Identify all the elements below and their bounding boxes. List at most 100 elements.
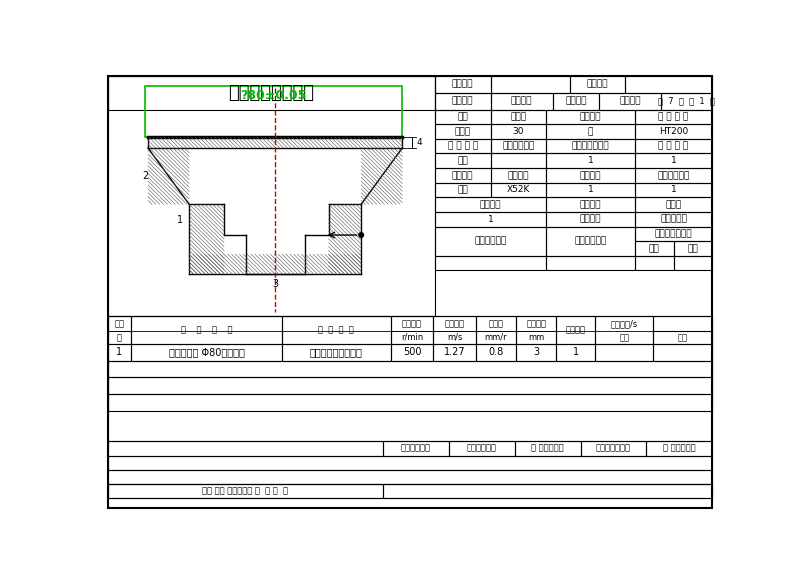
Bar xyxy=(490,109,546,124)
Text: 粗铣、精铣 Φ80底部端面: 粗铣、精铣 Φ80底部端面 xyxy=(169,347,245,357)
Text: 工步工时/s: 工步工时/s xyxy=(610,319,638,328)
Bar xyxy=(634,256,674,270)
Bar xyxy=(108,316,712,441)
Bar xyxy=(383,483,712,497)
Text: 30: 30 xyxy=(513,127,524,136)
Text: 设计（日期）: 设计（日期） xyxy=(401,444,431,453)
Bar xyxy=(626,76,712,93)
Bar xyxy=(108,470,712,483)
Text: 1: 1 xyxy=(588,185,594,195)
Bar xyxy=(516,343,557,361)
Bar xyxy=(634,241,674,256)
Bar xyxy=(490,182,546,197)
Text: 进给量: 进给量 xyxy=(489,319,503,328)
Text: 标准化（日期）: 标准化（日期） xyxy=(596,444,631,453)
Bar xyxy=(108,483,383,497)
Text: 水泵叶轮: 水泵叶轮 xyxy=(619,97,641,105)
Bar xyxy=(145,86,402,137)
Bar xyxy=(516,316,557,343)
Text: 铸件: 铸件 xyxy=(458,156,468,165)
Text: 机动: 机动 xyxy=(619,333,630,342)
Text: 辅助: 辅助 xyxy=(678,333,688,342)
Text: 工序工时（分）: 工序工时（分） xyxy=(654,229,692,239)
Text: 毛 坯 种 类: 毛 坯 种 类 xyxy=(448,142,478,151)
Text: 零件图号: 零件图号 xyxy=(586,79,608,89)
Bar xyxy=(634,168,712,182)
Text: ?80±0.05: ?80±0.05 xyxy=(241,89,306,102)
Bar xyxy=(435,109,490,124)
Text: 工  艺  装  备: 工 艺 装 备 xyxy=(318,325,354,334)
Bar xyxy=(435,93,490,109)
Bar xyxy=(557,316,595,343)
Bar xyxy=(435,139,490,153)
Bar xyxy=(435,182,490,197)
Text: 1: 1 xyxy=(670,185,676,195)
Bar xyxy=(490,153,546,168)
Bar xyxy=(131,316,282,343)
Bar xyxy=(390,316,434,343)
Text: 工序名称: 工序名称 xyxy=(580,112,602,122)
Text: 1: 1 xyxy=(177,215,183,225)
Text: 专用夹具: 专用夹具 xyxy=(580,215,602,223)
Text: 500: 500 xyxy=(402,347,421,357)
Bar xyxy=(546,139,634,153)
Text: m/s: m/s xyxy=(447,333,462,342)
Bar xyxy=(108,343,131,361)
Bar xyxy=(674,256,712,270)
Text: 车间: 车间 xyxy=(458,112,468,122)
Bar xyxy=(490,139,546,153)
Bar xyxy=(634,124,712,139)
Bar xyxy=(108,361,712,378)
Text: 切削速度: 切削速度 xyxy=(445,319,465,328)
Bar xyxy=(634,182,712,197)
Bar xyxy=(434,316,476,343)
Text: 每 台 件 数: 每 台 件 数 xyxy=(658,142,689,151)
Bar xyxy=(634,109,712,124)
Text: HT200: HT200 xyxy=(659,127,688,136)
Text: 1.27: 1.27 xyxy=(444,347,466,357)
Bar xyxy=(634,226,712,241)
Bar xyxy=(108,316,131,343)
Bar xyxy=(434,343,476,361)
Bar xyxy=(557,343,595,361)
Bar xyxy=(595,316,654,343)
Bar xyxy=(654,343,712,361)
Bar xyxy=(546,197,634,212)
Bar xyxy=(546,226,634,256)
Text: 准终: 准终 xyxy=(649,244,659,253)
Text: 同时加工件数: 同时加工件数 xyxy=(658,171,690,180)
Text: 审 核（日期）: 审 核（日期） xyxy=(531,444,564,453)
Bar xyxy=(546,168,634,182)
Bar xyxy=(570,76,626,93)
Text: 机加工: 机加工 xyxy=(454,127,470,136)
Bar xyxy=(581,441,646,456)
Bar xyxy=(476,316,516,343)
Bar xyxy=(546,182,634,197)
Text: 4: 4 xyxy=(417,138,422,147)
Text: 铣夹具，量具，铣刀: 铣夹具，量具，铣刀 xyxy=(310,347,363,357)
Text: 2: 2 xyxy=(142,171,148,181)
Text: 材 料 牌 号: 材 料 牌 号 xyxy=(658,112,689,122)
Text: 0.8: 0.8 xyxy=(488,347,504,357)
Bar xyxy=(282,343,390,361)
Text: X52K: X52K xyxy=(507,185,530,195)
Text: 每毛坯可制件数: 每毛坯可制件数 xyxy=(572,142,610,151)
Text: 夹具名称: 夹具名称 xyxy=(580,200,602,209)
Bar xyxy=(490,124,546,139)
Text: 设备编号: 设备编号 xyxy=(580,171,602,180)
Text: 1: 1 xyxy=(573,347,579,357)
Bar xyxy=(595,343,654,361)
Text: 1: 1 xyxy=(670,156,676,165)
Bar xyxy=(553,93,599,109)
Bar xyxy=(435,226,546,256)
Text: 工    步    内    容: 工 步 内 容 xyxy=(181,325,232,334)
Bar xyxy=(546,153,634,168)
Text: 标记 处数 更改文件号 签  字 日  期: 标记 处数 更改文件号 签 字 日 期 xyxy=(202,486,288,495)
Bar xyxy=(435,76,490,93)
Text: 设备名称: 设备名称 xyxy=(452,171,474,180)
Text: 会 签（日期）: 会 签（日期） xyxy=(663,444,696,453)
Text: 共  7  页  第  1  页: 共 7 页 第 1 页 xyxy=(658,97,715,105)
Bar xyxy=(390,343,434,361)
Bar xyxy=(108,441,383,456)
Bar xyxy=(108,483,712,497)
